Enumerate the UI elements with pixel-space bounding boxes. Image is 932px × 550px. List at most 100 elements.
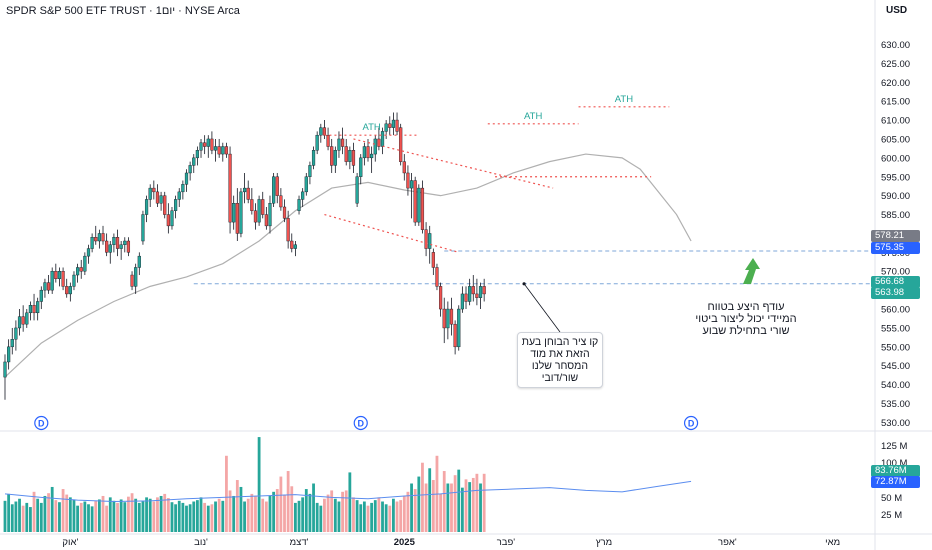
- candle-body: [366, 146, 370, 159]
- volume-bar: [457, 469, 461, 532]
- candle: [268, 195, 272, 234]
- volume-bar: [235, 480, 239, 532]
- candle: [380, 127, 385, 155]
- candle-body: [315, 134, 319, 151]
- candle: [68, 282, 72, 302]
- volume-bar: [36, 498, 40, 532]
- candle: [409, 172, 414, 219]
- candle: [199, 138, 203, 158]
- candle-body: [380, 131, 385, 147]
- price-label-ma: 578.21: [871, 230, 920, 242]
- candle: [43, 278, 47, 298]
- candle-body: [301, 191, 305, 200]
- volume-bar: [301, 497, 305, 532]
- volume-bar: [355, 500, 359, 532]
- volume-bar: [141, 501, 145, 532]
- candle: [21, 305, 25, 332]
- candle: [184, 169, 189, 192]
- candle-body: [402, 161, 406, 174]
- candle-body: [170, 210, 174, 227]
- volume-bar: [39, 502, 43, 532]
- annotation-pivot-note[interactable]: קו ציר הבוחן בעת הזאת את מוד המסחר שלנו …: [517, 332, 603, 388]
- price-tick-label: 605.00: [881, 134, 910, 145]
- volume-bar: [50, 486, 54, 532]
- candle: [311, 146, 316, 170]
- candle-body: [86, 248, 91, 257]
- candle: [75, 263, 80, 283]
- dividend-marker-circle: [683, 415, 699, 431]
- candle: [395, 112, 399, 136]
- time-tick-label: דצמ': [290, 537, 309, 548]
- candle-body: [17, 316, 22, 329]
- candle: [464, 286, 468, 310]
- volume-bar: [156, 497, 159, 532]
- candle-body: [155, 191, 160, 204]
- candle-body: [242, 187, 247, 193]
- volume-bar: [471, 477, 475, 532]
- candle: [101, 225, 105, 245]
- time-tick-label: מאי: [825, 537, 840, 548]
- candle: [144, 195, 149, 223]
- volume-bar: [337, 501, 341, 532]
- candle: [297, 195, 301, 215]
- price-tick-label: 620.00: [881, 78, 910, 89]
- candle: [72, 271, 76, 291]
- volume-bar: [464, 479, 468, 532]
- candle-body: [65, 286, 69, 295]
- price-label-pivot: 566.68: [871, 276, 920, 288]
- candle: [482, 278, 486, 302]
- dividend-marker-label: D: [38, 419, 45, 429]
- candle: [435, 263, 439, 291]
- candle-body: [391, 119, 396, 128]
- candle: [188, 161, 192, 181]
- candle-body: [46, 282, 51, 291]
- candle: [282, 199, 287, 223]
- candle-body: [475, 293, 479, 298]
- candle-body: [330, 146, 334, 166]
- volume-bar: [446, 483, 450, 532]
- volume-bar: [319, 505, 323, 532]
- candle-body: [257, 199, 261, 223]
- ath-label: ATH: [362, 122, 380, 133]
- volume-bar: [163, 493, 167, 532]
- candle-body: [355, 176, 359, 204]
- candle: [17, 309, 22, 336]
- candle-body: [286, 218, 290, 242]
- candle: [115, 229, 120, 257]
- price-tick-label: 535.00: [881, 399, 910, 410]
- candle: [239, 188, 243, 238]
- volume-bar: [304, 489, 308, 532]
- volume-bar: [174, 504, 178, 532]
- price-tick-label: 585.00: [881, 210, 910, 221]
- candle: [351, 142, 356, 173]
- candle-body: [344, 146, 348, 162]
- candle-body: [431, 252, 435, 268]
- annotation-supply-note[interactable]: עודף היצע בטווח המיידי יכול ליצור ביטוי …: [695, 301, 797, 337]
- candle: [36, 297, 40, 321]
- volume-bar: [7, 493, 11, 532]
- candle: [152, 180, 156, 200]
- volume-bar: [424, 483, 428, 532]
- candle-body: [388, 123, 392, 128]
- candle: [3, 354, 7, 400]
- candle-body: [94, 237, 98, 242]
- volume-bar: [195, 500, 199, 532]
- price-tick-label: 545.00: [881, 361, 910, 372]
- volume-bar: [94, 500, 98, 532]
- candle-body: [28, 305, 33, 314]
- time-tick-label: נוב': [194, 537, 208, 548]
- candle: [210, 131, 214, 155]
- candle-body: [340, 138, 345, 147]
- volume-bar: [152, 501, 156, 532]
- candle-body: [221, 146, 225, 155]
- volume-bar: [439, 493, 442, 532]
- candle: [388, 116, 392, 136]
- volume-bar: [76, 505, 79, 532]
- price-tick-label: 530.00: [881, 418, 910, 429]
- currency-label[interactable]: USD: [886, 5, 908, 16]
- volume-bar: [388, 505, 392, 532]
- time-tick-label: אוק': [62, 537, 78, 548]
- candle-body: [159, 195, 163, 204]
- candle: [290, 233, 294, 253]
